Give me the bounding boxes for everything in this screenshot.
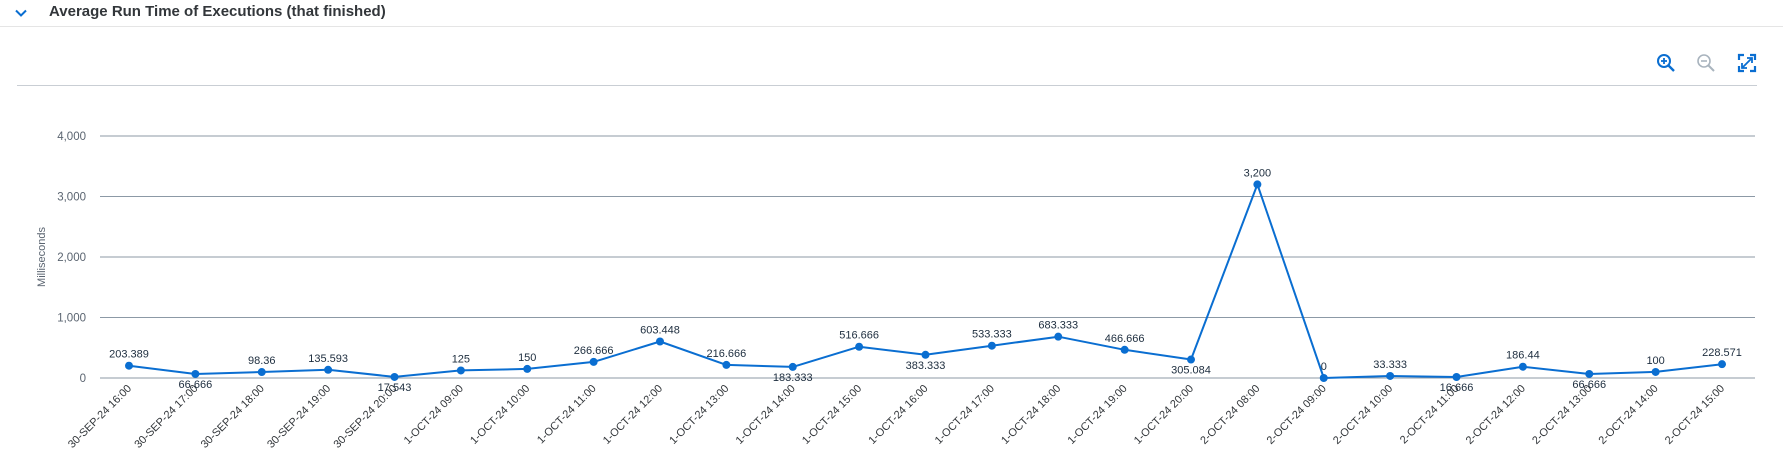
data-label: 17.543: [378, 382, 412, 394]
data-point: [1518, 362, 1527, 371]
x-tick-label: 1-OCT-24 11:00: [535, 383, 599, 447]
data-point: [656, 337, 664, 346]
y-tick-label: 1,000: [57, 313, 86, 325]
x-tick-label: 1-OCT-24 13:00: [667, 383, 731, 447]
data-label: 66.666: [179, 379, 213, 391]
data-label: 266.666: [574, 345, 614, 357]
zoom-out-icon[interactable]: [1695, 52, 1717, 74]
fullscreen-icon[interactable]: [1736, 52, 1758, 74]
x-tick-label: 1-OCT-24 12:00: [601, 383, 665, 447]
data-point: [1718, 360, 1726, 369]
data-label: 16.666: [1440, 382, 1474, 394]
x-tick-label: 1-OCT-24 09:00: [402, 383, 466, 447]
data-label: 0: [1321, 361, 1327, 373]
data-point: [987, 341, 996, 350]
x-tick-label: 2-OCT-24 14:00: [1596, 383, 1660, 447]
zoom-in-icon[interactable]: [1655, 52, 1677, 74]
x-tick-label: 30-SEP-24 17:00: [132, 383, 200, 451]
x-tick-label: 2-OCT-24 15:00: [1663, 383, 1727, 447]
data-point: [722, 360, 731, 369]
data-point: [390, 372, 399, 381]
data-label: 135.593: [308, 353, 348, 365]
data-point: [1253, 180, 1262, 189]
data-point: [1452, 372, 1461, 381]
data-point: [1651, 367, 1660, 376]
toolbar-divider: [17, 85, 1757, 86]
chevron-down-icon[interactable]: [12, 4, 30, 22]
data-label: 466.666: [1105, 333, 1145, 345]
data-point: [788, 362, 797, 371]
panel-header: Average Run Time of Executions (that fin…: [0, 0, 1783, 27]
data-point: [1585, 369, 1594, 378]
data-label: 216.666: [706, 348, 746, 360]
data-point: [191, 369, 200, 378]
x-tick-label: 1-OCT-24 18:00: [999, 383, 1063, 447]
y-tick-label: 3,000: [57, 192, 86, 204]
x-tick-label: 2-OCT-24 10:00: [1331, 383, 1395, 447]
series-line: [128, 183, 1723, 379]
data-label: 603.448: [640, 324, 680, 336]
y-tick-label: 0: [80, 373, 86, 385]
x-tick-label: 2-OCT-24 12:00: [1464, 383, 1528, 447]
data-point: [1054, 332, 1063, 341]
data-point: [1319, 374, 1328, 382]
x-tick-label: 1-OCT-24 15:00: [800, 383, 864, 447]
data-label: 33.333: [1373, 359, 1407, 371]
x-tick-label: 1-OCT-24 17:00: [933, 383, 997, 447]
data-point: [125, 361, 133, 370]
data-label: 3,200: [1244, 167, 1272, 179]
data-label: 305.084: [1171, 365, 1211, 377]
x-tick-label: 2-OCT-24 09:00: [1265, 383, 1329, 447]
data-point: [855, 342, 864, 351]
data-label: 516.666: [839, 330, 879, 342]
x-tick-label: 2-OCT-24 13:00: [1530, 383, 1594, 447]
data-label: 66.666: [1572, 379, 1606, 391]
data-label: 228.571: [1702, 347, 1742, 359]
data-label: 183.333: [773, 372, 813, 384]
data-point: [324, 365, 333, 374]
data-label: 150: [518, 352, 536, 364]
panel-title: Average Run Time of Executions (that fin…: [49, 3, 386, 20]
data-label: 683.333: [1038, 320, 1078, 332]
data-label: 100: [1646, 355, 1664, 367]
data-label: 186.44: [1506, 350, 1540, 362]
data-label: 125: [452, 353, 470, 365]
data-label: 383.333: [906, 360, 946, 372]
x-tick-label: 1-OCT-24 16:00: [866, 383, 930, 447]
data-point: [589, 357, 598, 366]
x-tick-label: 2-OCT-24 08:00: [1198, 383, 1262, 447]
x-tick-label: 30-SEP-24 19:00: [265, 383, 333, 451]
data-point: [1120, 345, 1129, 354]
y-tick-label: 2,000: [57, 252, 86, 264]
data-point: [1386, 371, 1395, 380]
data-point: [921, 350, 930, 359]
x-tick-label: 1-OCT-24 20:00: [1132, 383, 1196, 447]
x-tick-label: 30-SEP-24 18:00: [199, 383, 267, 451]
data-label: 98.36: [248, 355, 276, 367]
y-tick-label: 4,000: [57, 131, 86, 143]
data-point: [1187, 355, 1195, 364]
data-point: [257, 368, 266, 377]
data-point: [523, 364, 532, 373]
data-label: 203.389: [109, 349, 149, 361]
x-tick-label: 1-OCT-24 10:00: [468, 383, 532, 447]
data-point: [456, 366, 465, 375]
x-tick-label: 1-OCT-24 14:00: [734, 383, 798, 447]
data-label: 533.333: [972, 329, 1012, 341]
x-tick-label: 30-SEP-24 16:00: [66, 383, 134, 451]
x-tick-label: 1-OCT-24 19:00: [1065, 383, 1129, 447]
